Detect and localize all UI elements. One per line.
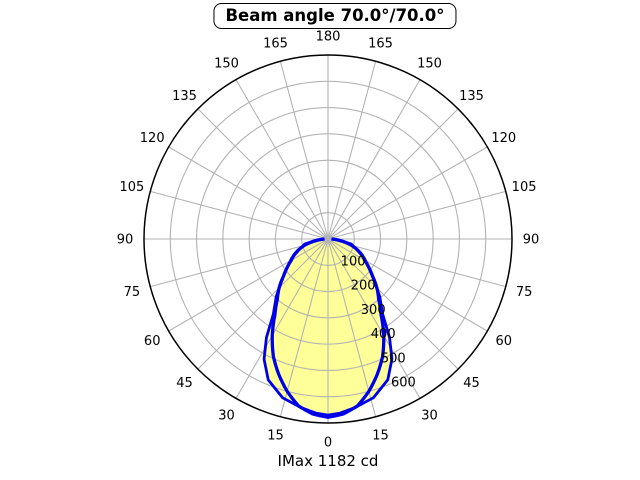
angle-tick-label-150-left: 150 [214, 57, 239, 72]
chart-title: Beam angle 70.0°/70.0° [213, 3, 457, 29]
angle-tick-label-165-right: 165 [368, 36, 393, 51]
radial-tick-label-600: 600 [391, 376, 416, 391]
angle-tick-label-120-right: 120 [491, 131, 516, 146]
angle-tick-label-60-left: 60 [144, 334, 161, 349]
grid-spoke-135 [327, 108, 459, 240]
angle-tick-label-75-left: 75 [124, 285, 141, 300]
grid-spoke-315 [197, 238, 329, 370]
grid-spoke-300 [168, 238, 329, 332]
grid-spoke-345 [279, 238, 329, 417]
grid-spoke-60 [327, 238, 488, 332]
radial-tick-label-100: 100 [341, 254, 366, 269]
imax-label: IMax 1182 cd [277, 452, 379, 470]
radial-tick-label-500: 500 [381, 351, 406, 366]
angle-tick-label-135-left: 135 [172, 89, 197, 104]
grid-spoke-225 [197, 108, 329, 240]
angle-tick-label-120-left: 120 [140, 131, 165, 146]
angle-tick-label-45-right: 45 [463, 376, 480, 391]
grid-spoke-30 [327, 238, 421, 399]
grid-spoke-165 [327, 61, 377, 240]
angle-tick-label-45-left: 45 [176, 376, 193, 391]
angle-tick-label-60-right: 60 [496, 334, 513, 349]
radial-tick-label-300: 300 [361, 303, 386, 318]
angle-tick-label-150-right: 150 [417, 57, 442, 72]
angle-tick-label-75-right: 75 [516, 285, 533, 300]
angle-tick-label-165-left: 165 [263, 36, 288, 51]
radial-tick-label-400: 400 [371, 327, 396, 342]
grid-spoke-105 [327, 190, 506, 240]
grid-spoke-120 [327, 146, 488, 240]
angle-tick-label-15-left: 15 [267, 429, 284, 444]
grid-spoke-45 [327, 238, 459, 370]
angle-tick-label-30-left: 30 [218, 408, 235, 423]
angle-tick-label-180-right: 180 [316, 30, 341, 45]
angle-tick-label-0-right: 0 [324, 436, 332, 451]
grid-spoke-240 [168, 146, 329, 240]
angle-tick-label-135-right: 135 [459, 89, 484, 104]
radial-tick-label-200: 200 [351, 279, 376, 294]
angle-tick-label-30-right: 30 [421, 408, 438, 423]
angle-tick-label-15-right: 15 [372, 429, 389, 444]
outer-ring [143, 54, 513, 424]
angle-tick-label-90-right: 90 [523, 233, 540, 248]
angle-tick-label-105-left: 105 [119, 180, 144, 195]
angle-tick-label-90-left: 90 [117, 233, 134, 248]
grid-spoke-75 [327, 238, 506, 288]
c0-curve [270, 237, 386, 419]
grid-spoke-195 [279, 61, 329, 240]
grid-spoke-150 [327, 79, 421, 240]
grid-spoke-15 [327, 238, 377, 417]
grid-spoke-210 [235, 79, 329, 240]
grid-spoke-285 [150, 238, 329, 288]
grid-spoke-255 [150, 190, 329, 240]
grid-spoke-330 [235, 238, 329, 399]
angle-tick-label-105-right: 105 [512, 180, 537, 195]
